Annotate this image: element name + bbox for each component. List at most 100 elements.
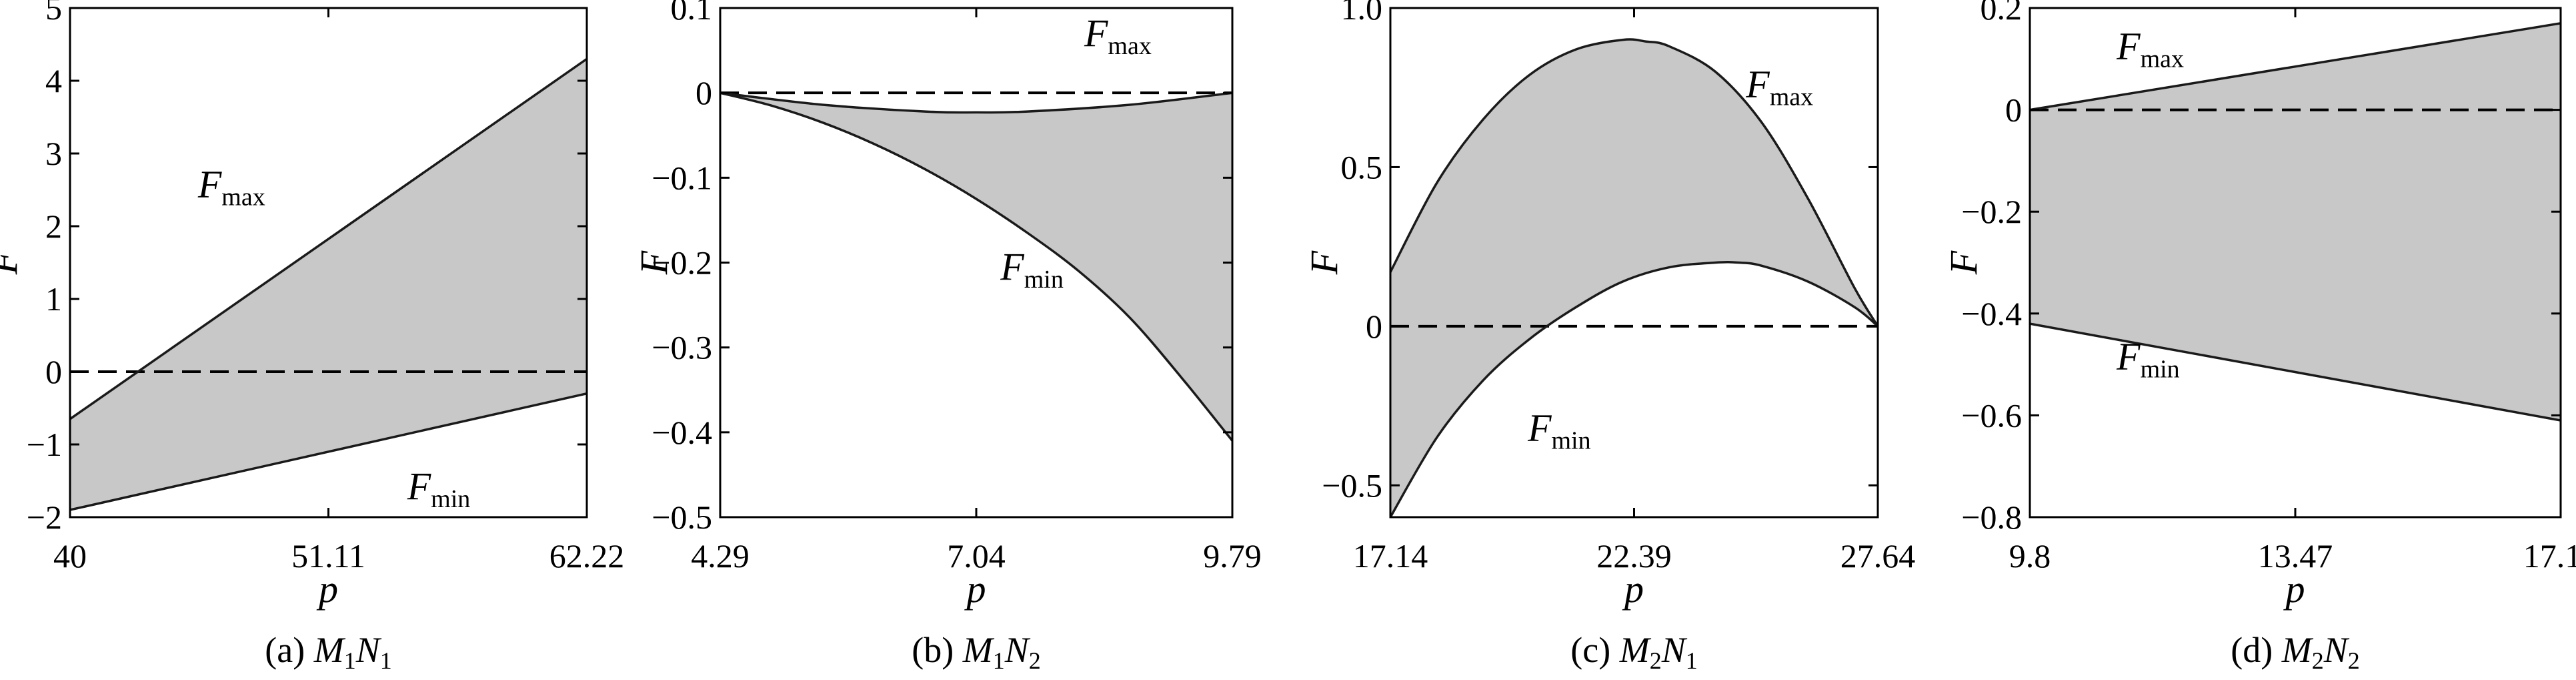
- series-line-fmin: [2030, 322, 2561, 422]
- series-label-sub: max: [2141, 45, 2184, 73]
- series-line-fmax: [720, 91, 1232, 114]
- y-tick-label: 0: [2005, 91, 2022, 129]
- series-label-sub: min: [2141, 356, 2180, 384]
- caption-part-m: M: [313, 630, 346, 670]
- y-tick-label: 0: [696, 74, 712, 111]
- y-tick-label: 0: [45, 353, 62, 390]
- panel-caption: (b) M1N2: [912, 630, 1040, 674]
- y-tick-label: 0.2: [1981, 0, 2023, 27]
- panel-caption: (d) M2N2: [2231, 630, 2359, 674]
- x-axis-label: p: [316, 567, 338, 611]
- y-tick-label: −1: [27, 426, 62, 463]
- series-line-fmin: [70, 392, 587, 511]
- chart-panel-d: −0.8−0.6−0.4−0.200.29.813.4717.14pFFmaxF…: [1942, 0, 2576, 674]
- series-label-fmax: Fmax: [1084, 11, 1152, 60]
- caption-part-prefix: (c): [1570, 630, 1619, 670]
- series-label-main: F: [1745, 63, 1770, 106]
- y-tick-label: 1.0: [1341, 0, 1383, 27]
- caption-part-n: N: [2323, 630, 2350, 670]
- plot-area: [70, 57, 587, 511]
- plot-area: [1390, 38, 1878, 517]
- y-tick-label: −0.4: [652, 414, 712, 451]
- series-label-fmin: Fmin: [1527, 406, 1591, 455]
- x-tick-label: 17.14: [2523, 537, 2576, 575]
- caption-part-m: M: [962, 630, 995, 670]
- caption-part-n-sub: 2: [1029, 647, 1041, 674]
- caption-part-n: N: [1661, 630, 1688, 670]
- y-axis-label: F: [632, 250, 676, 275]
- y-tick-label: 0.1: [671, 0, 713, 27]
- shaded-region: [2030, 23, 2561, 420]
- x-tick-label: 7.04: [947, 537, 1006, 575]
- x-tick-label: 9.79: [1203, 537, 1262, 575]
- shaded-region: [1390, 39, 1878, 517]
- caption-part-prefix: (a): [265, 630, 313, 670]
- plot-area: [2030, 22, 2561, 422]
- caption-part-n-sub: 1: [380, 647, 392, 674]
- caption-part-n: N: [1004, 630, 1031, 670]
- caption-part-n-sub: 2: [2348, 647, 2360, 674]
- series-label-main: F: [1000, 245, 1024, 288]
- y-tick-label: −0.1: [652, 159, 712, 196]
- caption-part-prefix: (b): [912, 630, 962, 670]
- y-tick-label: −0.8: [1961, 498, 2022, 536]
- y-tick-label: 3: [45, 135, 62, 172]
- y-tick-label: −0.5: [652, 498, 712, 536]
- series-label-fmin: Fmin: [2116, 335, 2180, 384]
- plot-area: [720, 91, 1232, 442]
- series-label-main: F: [1527, 406, 1552, 450]
- x-tick-label: 9.8: [2009, 537, 2051, 575]
- x-tick-label: 27.64: [1840, 537, 1916, 575]
- series-label-main: F: [2116, 24, 2141, 67]
- series-label-main: F: [197, 162, 222, 206]
- x-tick-label: 22.39: [1596, 537, 1672, 575]
- y-tick-label: −0.2: [652, 244, 712, 282]
- caption-part-m-sub: 2: [1650, 647, 1662, 674]
- x-tick-label: 13.47: [2258, 537, 2333, 575]
- series-label-fmax: Fmax: [197, 162, 265, 211]
- x-tick-label: 51.11: [291, 537, 365, 575]
- shaded-region: [70, 59, 587, 511]
- series-label-main: F: [407, 464, 431, 508]
- y-tick-label: −0.2: [1961, 193, 2022, 230]
- x-axis-label: p: [2283, 567, 2305, 611]
- y-axis-label: F: [1942, 250, 1985, 275]
- y-tick-label: 0: [1366, 308, 1382, 345]
- series-label-fmin: Fmin: [1000, 245, 1064, 294]
- series-label-main: F: [1084, 11, 1108, 55]
- series-line-fmin: [1390, 261, 1878, 517]
- series-label-sub: min: [1552, 427, 1591, 455]
- caption-part-prefix: (d): [2231, 630, 2281, 670]
- y-tick-label: 0.5: [1341, 148, 1383, 186]
- y-tick-label: −0.6: [1961, 396, 2022, 434]
- caption-part-n: N: [355, 630, 382, 670]
- caption-part-m-sub: 2: [2312, 647, 2324, 674]
- y-tick-label: −2: [27, 498, 62, 536]
- panel-caption: (c) M2N1: [1570, 630, 1697, 674]
- series-line-fmin: [720, 91, 1232, 442]
- y-tick-label: 1: [45, 280, 62, 318]
- series-line-fmax: [70, 57, 587, 420]
- series-label-main: F: [2116, 335, 2141, 378]
- x-axis-label: p: [1622, 567, 1644, 611]
- x-tick-label: 62.22: [549, 537, 625, 575]
- caption-part-m: M: [2281, 630, 2314, 670]
- x-tick-label: 17.14: [1353, 537, 1428, 575]
- series-label-sub: min: [1024, 266, 1064, 294]
- x-tick-label: 4.29: [691, 537, 750, 575]
- y-axis-label: F: [1302, 250, 1346, 275]
- chart-panel-b: −0.5−0.4−0.3−0.2−0.100.14.29 7.04 9.79pFFm…: [632, 0, 1262, 674]
- shaded-region: [720, 93, 1232, 441]
- series-label-fmax: Fmax: [1745, 63, 1813, 111]
- x-tick-label: 40: [53, 537, 87, 575]
- y-tick-label: −0.4: [1961, 295, 2022, 332]
- caption-part-m: M: [1619, 630, 1652, 670]
- y-tick-label: 2: [45, 208, 62, 245]
- series-line-fmax: [1390, 38, 1878, 327]
- series-label-sub: min: [431, 485, 470, 513]
- x-axis-label: p: [964, 567, 986, 611]
- y-axis-label: F: [0, 250, 25, 275]
- series-label-fmax: Fmax: [2116, 24, 2184, 73]
